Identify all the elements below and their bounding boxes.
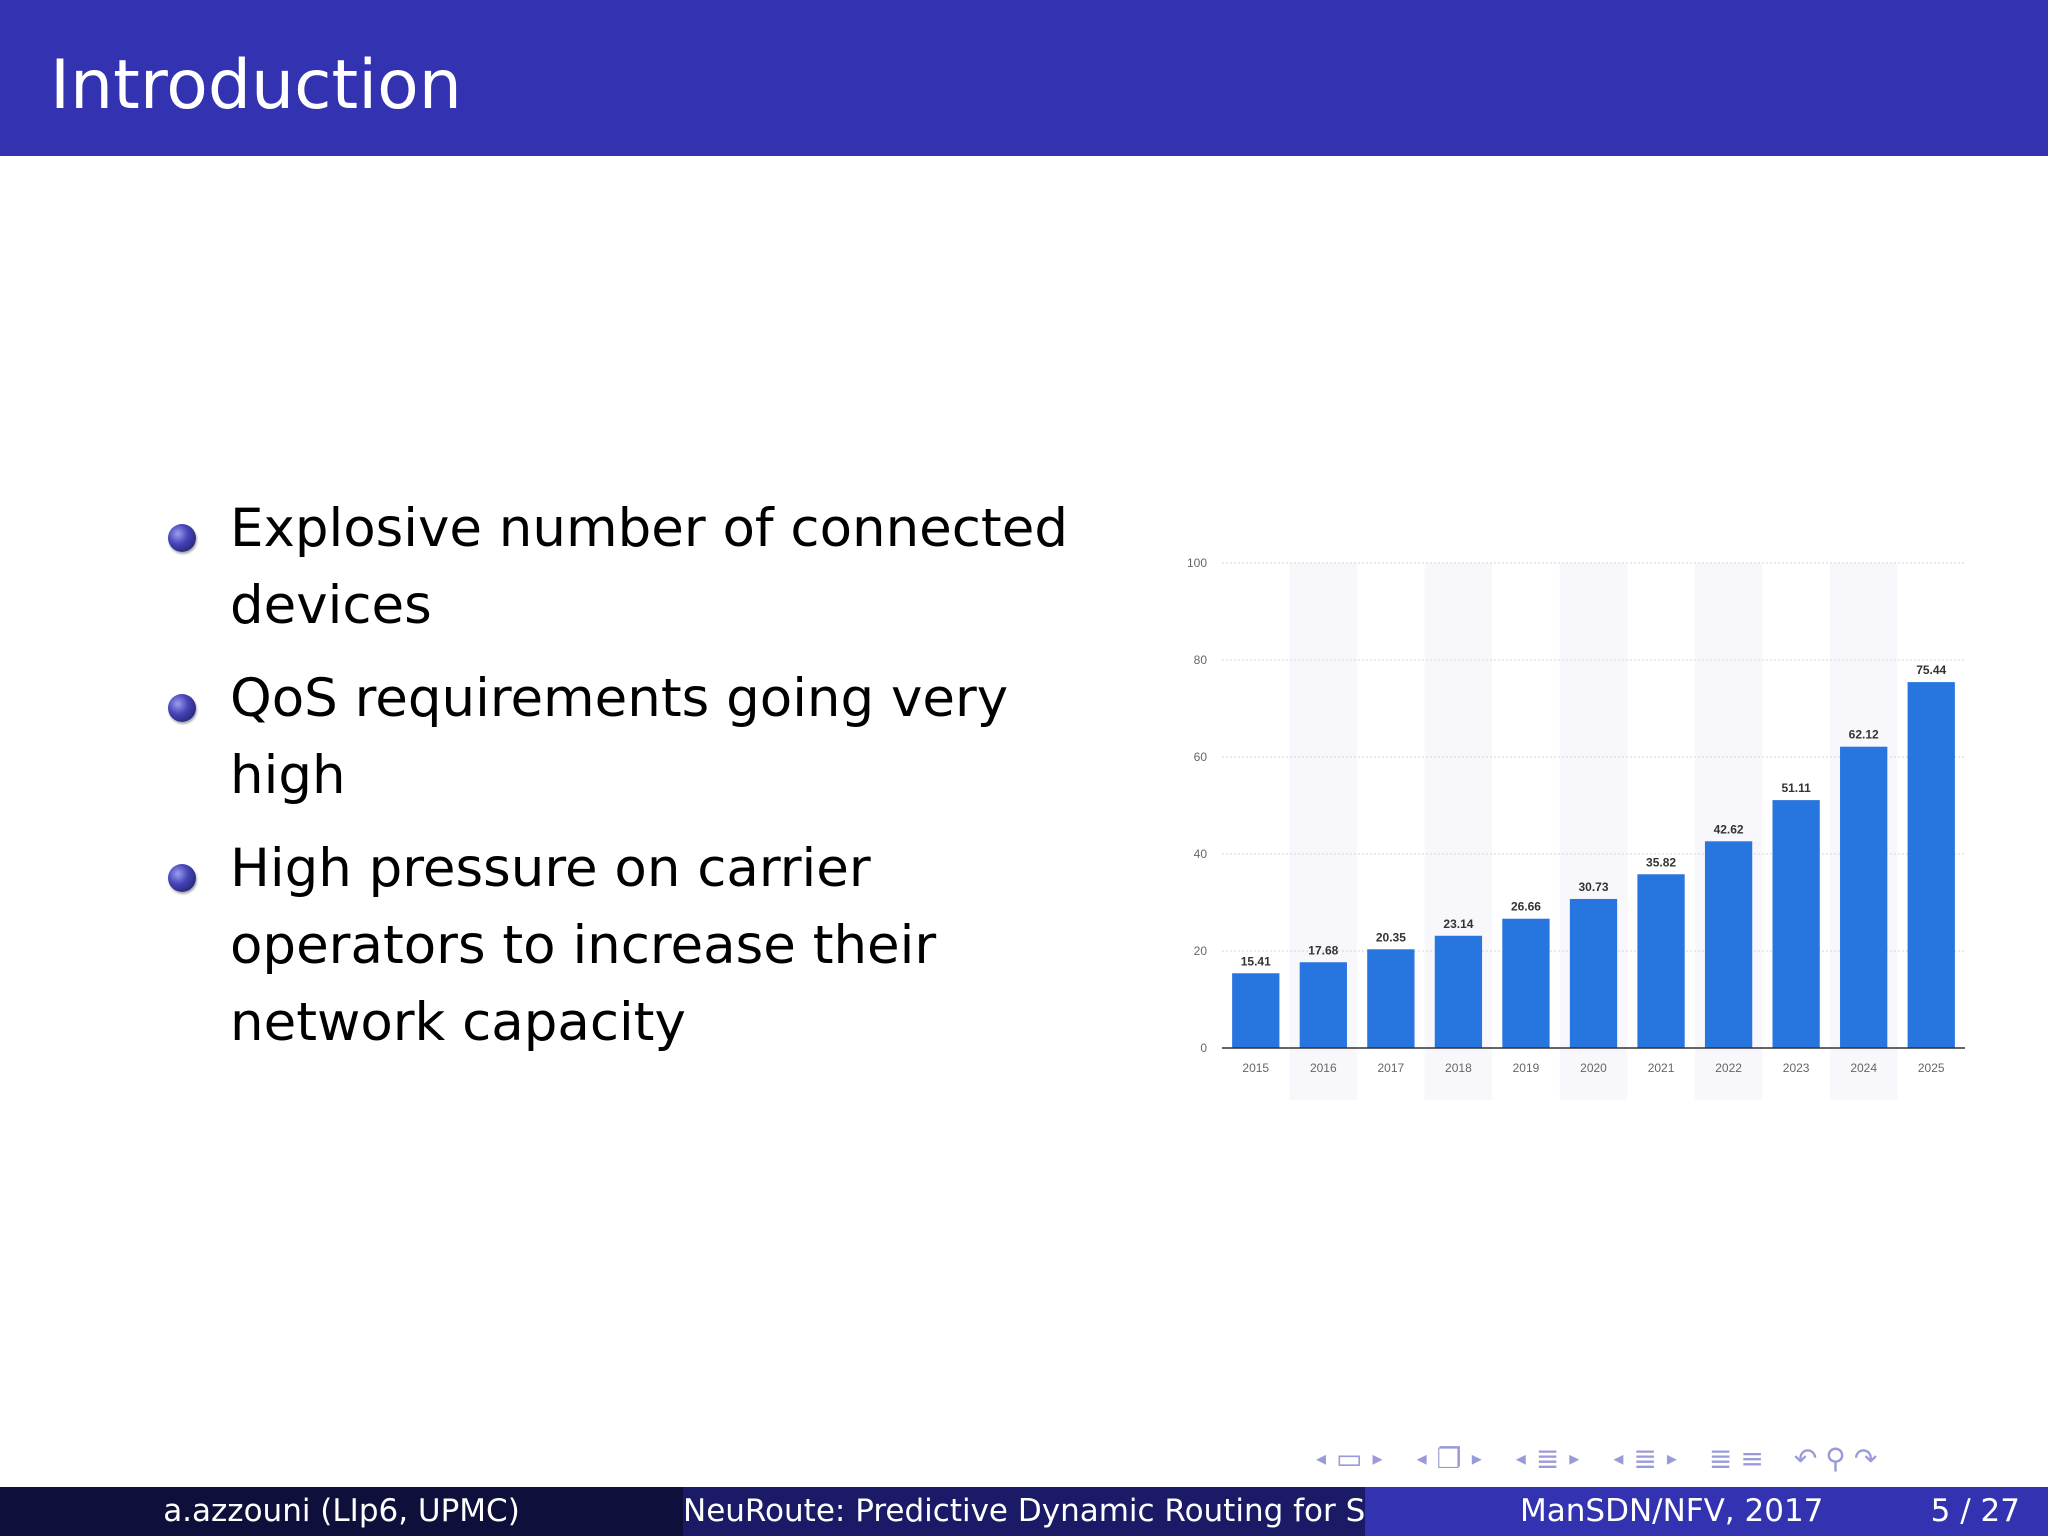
bar <box>1502 918 1550 1048</box>
footer-author: a.azzouni (LIp6, UPMC) <box>0 1487 683 1536</box>
x-tick-label: 2024 <box>1850 1061 1877 1075</box>
bullet-icon <box>168 524 196 552</box>
toc-icon[interactable]: ≡ <box>1740 1441 1764 1475</box>
bullet-item: High pressure on carrier operators to in… <box>160 830 1080 1061</box>
footer-talk-title: NeuRoute: Predictive Dynamic Routing for… <box>683 1487 1365 1536</box>
footer-page-number: 5 / 27 <box>1930 1493 2020 1529</box>
bullet-text: QoS requirements going very high <box>230 668 1009 806</box>
x-tick-label: 2022 <box>1715 1061 1742 1075</box>
title-bar: Introduction <box>0 0 2048 156</box>
bar <box>1704 841 1753 1048</box>
x-tick-label: 2020 <box>1580 1061 1607 1075</box>
data-label: 30.73 <box>1578 880 1608 894</box>
data-label: 75.44 <box>1916 663 1946 677</box>
data-label: 42.62 <box>1714 822 1744 836</box>
toc-icon[interactable]: ≣ <box>1708 1441 1733 1475</box>
data-label: 62.12 <box>1849 728 1879 742</box>
footer: a.azzouni (LIp6, UPMC) NeuRoute: Predict… <box>0 1487 2048 1536</box>
bar <box>1637 874 1685 1048</box>
bullet-list: Explosive number of connected devices Qo… <box>160 490 1080 1077</box>
nav-subsection-group[interactable]: ◂ ❐ ▸ <box>1411 1442 1488 1475</box>
arrow-right-icon[interactable]: ▸ <box>1666 1446 1677 1470</box>
footer-author-text: a.azzouni (LIp6, UPMC) <box>163 1493 520 1529</box>
data-label: 35.82 <box>1646 855 1676 869</box>
bar <box>1907 682 1955 1048</box>
y-tick-label: 100 <box>1187 556 1207 570</box>
y-tick-label: 60 <box>1194 750 1208 764</box>
bar <box>1367 949 1415 1048</box>
bullet-text: Explosive number of connected devices <box>230 498 1068 636</box>
slide-title: Introduction <box>50 46 462 125</box>
bullet-icon <box>168 864 196 892</box>
arrow-left-icon[interactable]: ◂ <box>1613 1446 1624 1470</box>
bar <box>1772 800 1820 1048</box>
data-label: 51.11 <box>1781 781 1811 795</box>
x-tick-label: 2015 <box>1242 1061 1269 1075</box>
section-icon[interactable]: ≣ <box>1633 1441 1657 1475</box>
bar-chart: 0 20 40 60 80 100 15.41 2015 17.68 2016 20.35 2017 2… <box>1160 540 1980 1100</box>
x-tick-label: 2017 <box>1378 1061 1405 1075</box>
arrow-right-icon[interactable]: ▸ <box>1471 1446 1482 1470</box>
data-label: 26.66 <box>1511 900 1541 914</box>
data-label: 15.41 <box>1241 954 1271 968</box>
arrow-left-icon[interactable]: ◂ <box>1515 1446 1526 1470</box>
x-tick-label: 2018 <box>1445 1061 1472 1075</box>
arrow-right-icon[interactable]: ▸ <box>1569 1446 1580 1470</box>
arrow-left-icon[interactable]: ◂ <box>1316 1446 1327 1470</box>
bullet-item: Explosive number of connected devices <box>160 490 1080 644</box>
x-tick-label: 2023 <box>1783 1061 1810 1075</box>
arrow-left-icon[interactable]: ◂ <box>1416 1446 1427 1470</box>
bar <box>1569 898 1618 1048</box>
bar <box>1840 746 1888 1048</box>
x-tick-label: 2021 <box>1648 1061 1675 1075</box>
bar <box>1434 935 1483 1048</box>
nav-search-group[interactable]: ↶ ⚲ ↷ <box>1790 1442 1881 1475</box>
x-tick-label: 2016 <box>1310 1061 1337 1075</box>
subsection-icon[interactable]: ❐ <box>1436 1441 1462 1475</box>
arrow-right-icon[interactable]: ▸ <box>1372 1446 1383 1470</box>
data-label: 17.68 <box>1308 943 1338 957</box>
undo-icon[interactable]: ↶ <box>1793 1441 1818 1475</box>
chart-svg: 0 20 40 60 80 100 15.41 2015 17.68 2016 20.35 2017 2… <box>1187 556 1965 1100</box>
frame-icon[interactable]: ▭ <box>1336 1441 1363 1475</box>
footer-talk-title-text: NeuRoute: Predictive Dynamic Routing for… <box>683 1493 1365 1529</box>
y-tick-label: 40 <box>1194 847 1208 861</box>
data-label: 23.14 <box>1443 917 1473 931</box>
section-icon[interactable]: ≣ <box>1535 1441 1560 1475</box>
nav-frame-group[interactable]: ◂ ▭ ▸ <box>1310 1442 1389 1475</box>
y-tick-label: 80 <box>1194 653 1208 667</box>
bar <box>1232 973 1280 1048</box>
nav-toc-group[interactable]: ≣ ≡ <box>1705 1442 1768 1475</box>
search-icon[interactable]: ⚲ <box>1825 1441 1846 1475</box>
nav-part-group[interactable]: ◂ ≣ ▸ <box>1607 1442 1683 1475</box>
y-tick-label: 20 <box>1194 944 1208 958</box>
footer-conference: ManSDN/NFV, 2017 5 / 27 <box>1365 1487 2048 1536</box>
footer-conference-text: ManSDN/NFV, 2017 <box>1520 1493 1824 1529</box>
bar <box>1299 962 1347 1048</box>
x-tick-label: 2019 <box>1513 1061 1540 1075</box>
y-tick-label: 0 <box>1200 1041 1207 1055</box>
data-label: 20.35 <box>1376 930 1406 944</box>
bullet-icon <box>168 694 196 722</box>
beamer-navigation: ◂ ▭ ▸ ◂ ❐ ▸ ◂ ≣ ▸ ◂ ≣ ▸ ≣ ≡ ↶ ⚲ ↷ <box>1310 1440 1903 1476</box>
nav-section-group[interactable]: ◂ ≣ ▸ <box>1510 1442 1586 1475</box>
redo-icon[interactable]: ↷ <box>1853 1441 1878 1475</box>
bullet-item: QoS requirements going very high <box>160 660 1080 814</box>
x-tick-label: 2025 <box>1918 1061 1945 1075</box>
bullet-text: High pressure on carrier operators to in… <box>230 838 937 1053</box>
